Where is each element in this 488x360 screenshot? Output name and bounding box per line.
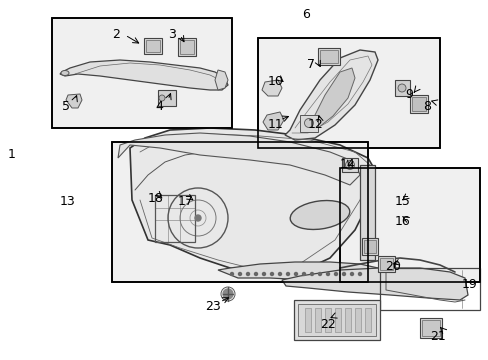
Text: 9: 9 — [404, 88, 412, 101]
Bar — [258, 38, 439, 148]
Bar — [112, 142, 367, 282]
Bar — [258, 38, 439, 148]
Bar — [52, 18, 231, 128]
Polygon shape — [263, 112, 284, 130]
Text: 7: 7 — [306, 58, 314, 71]
Text: 11: 11 — [267, 118, 283, 131]
Circle shape — [262, 273, 265, 275]
Text: 8: 8 — [422, 100, 430, 113]
Bar — [379, 268, 479, 310]
Circle shape — [286, 273, 289, 275]
Circle shape — [310, 273, 313, 275]
Text: 1: 1 — [8, 148, 16, 161]
Bar — [345, 308, 350, 332]
Circle shape — [334, 273, 337, 275]
Polygon shape — [118, 133, 359, 185]
Text: 19: 19 — [461, 278, 477, 291]
Circle shape — [342, 273, 345, 275]
Bar — [364, 308, 370, 332]
Bar — [317, 48, 339, 65]
Bar — [409, 95, 427, 113]
Circle shape — [254, 273, 257, 275]
Text: 20: 20 — [384, 260, 400, 273]
Polygon shape — [285, 50, 377, 140]
Bar — [155, 195, 195, 242]
Bar — [158, 90, 176, 106]
Bar — [143, 38, 162, 54]
Bar — [146, 40, 160, 52]
Bar — [314, 308, 320, 332]
Text: 15: 15 — [394, 195, 410, 208]
Ellipse shape — [159, 95, 164, 101]
Bar — [354, 308, 360, 332]
Circle shape — [223, 289, 232, 299]
Bar — [293, 300, 379, 340]
Polygon shape — [282, 268, 467, 300]
Circle shape — [318, 273, 321, 275]
Bar — [325, 308, 330, 332]
Circle shape — [294, 273, 297, 275]
Bar — [178, 38, 196, 56]
Polygon shape — [215, 70, 227, 90]
Text: 17: 17 — [178, 195, 193, 208]
Circle shape — [326, 273, 329, 275]
Bar — [319, 50, 337, 63]
Text: 23: 23 — [204, 300, 220, 313]
Ellipse shape — [61, 71, 69, 76]
Bar — [361, 238, 377, 255]
Text: 16: 16 — [394, 215, 410, 228]
Bar — [421, 320, 439, 336]
Circle shape — [270, 273, 273, 275]
Bar — [394, 80, 409, 96]
Bar — [341, 158, 357, 172]
Bar — [363, 240, 375, 253]
Bar — [419, 318, 441, 338]
Bar — [359, 165, 374, 260]
Text: 6: 6 — [302, 8, 309, 21]
Circle shape — [278, 273, 281, 275]
Polygon shape — [60, 60, 227, 90]
Text: 5: 5 — [62, 100, 70, 113]
Bar — [339, 168, 479, 282]
Bar — [52, 18, 231, 128]
Text: 10: 10 — [267, 75, 284, 88]
Text: 13: 13 — [60, 195, 76, 208]
Bar — [180, 40, 194, 54]
Circle shape — [230, 273, 233, 275]
Text: 4: 4 — [155, 100, 163, 113]
Bar — [112, 142, 367, 282]
Polygon shape — [66, 94, 82, 108]
Polygon shape — [130, 128, 374, 275]
Bar — [377, 256, 394, 272]
Text: 18: 18 — [148, 192, 163, 205]
Text: 2: 2 — [112, 28, 120, 41]
Bar — [297, 304, 375, 336]
Bar — [339, 168, 479, 282]
Circle shape — [302, 273, 305, 275]
Text: 12: 12 — [307, 118, 323, 131]
Bar — [334, 308, 340, 332]
Circle shape — [246, 273, 249, 275]
Bar — [299, 115, 317, 132]
Text: 14: 14 — [339, 158, 355, 171]
Circle shape — [358, 273, 361, 275]
Text: 22: 22 — [319, 318, 335, 331]
Ellipse shape — [304, 118, 313, 127]
Text: 3: 3 — [168, 28, 176, 41]
Ellipse shape — [290, 201, 349, 229]
Circle shape — [350, 273, 353, 275]
Bar — [305, 308, 310, 332]
Ellipse shape — [397, 84, 405, 92]
Polygon shape — [218, 262, 377, 285]
Circle shape — [195, 215, 201, 221]
Bar — [411, 97, 425, 111]
Text: 21: 21 — [429, 330, 445, 343]
Ellipse shape — [345, 161, 354, 170]
Polygon shape — [311, 68, 354, 128]
Bar — [379, 258, 392, 270]
Circle shape — [238, 273, 241, 275]
Polygon shape — [262, 80, 282, 96]
